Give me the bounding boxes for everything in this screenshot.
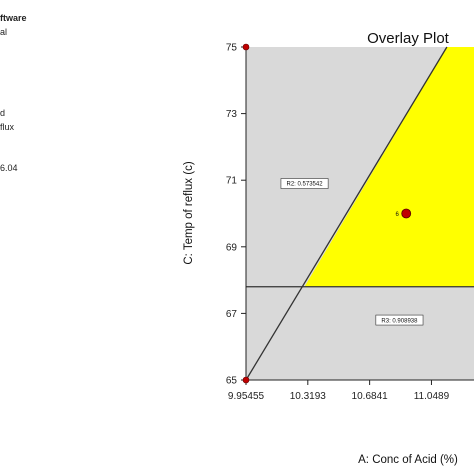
y-tick-label: 67 [226,309,238,320]
y-tick-label: 69 [226,242,238,253]
y-tick-label: 65 [226,376,238,387]
side-panel-line-software: ftware [0,13,27,23]
contour-flag-box-1 [280,178,329,189]
x-axis-title: A: Conc of Acid (%) [358,454,458,466]
design-point [242,43,250,51]
chart-title: Overlay Plot [367,30,450,47]
side-panel-line-flux: flux [0,122,15,132]
contour-line-1 [245,46,448,381]
side-panel-line-d: d [0,108,6,118]
optimum-point [401,208,412,219]
x-tick-label: 9.95455 [228,391,265,402]
side-panel: ftware al d flux 6.04 [0,0,120,200]
contour-flag-label-1: R2: 0.573542 [287,182,324,188]
optimum-point-label: 6 [396,212,400,218]
y-tick-label: 75 [226,43,238,54]
feasible-region [304,47,474,287]
plot-area: R2: 0.573542 R3: 0.908938 65 67 69 71 73 75 9.95… [226,43,474,402]
design-point [242,376,250,384]
x-tick-label: 11.0489 [414,391,450,402]
side-panel-line-al: al [0,27,8,37]
y-tick-label: 71 [226,176,238,187]
x-tick-label: 10.6841 [352,391,389,402]
contour-flag-label-2: R3: 0.908938 [381,318,418,324]
y-tick-label: 73 [226,109,238,120]
side-panel-line-value: 6.04 [0,163,18,173]
x-tick-label: 10.3193 [290,391,327,402]
contour-flag-box-2 [375,314,424,326]
y-axis-title: C: Temp of reflux (c) [183,161,195,264]
